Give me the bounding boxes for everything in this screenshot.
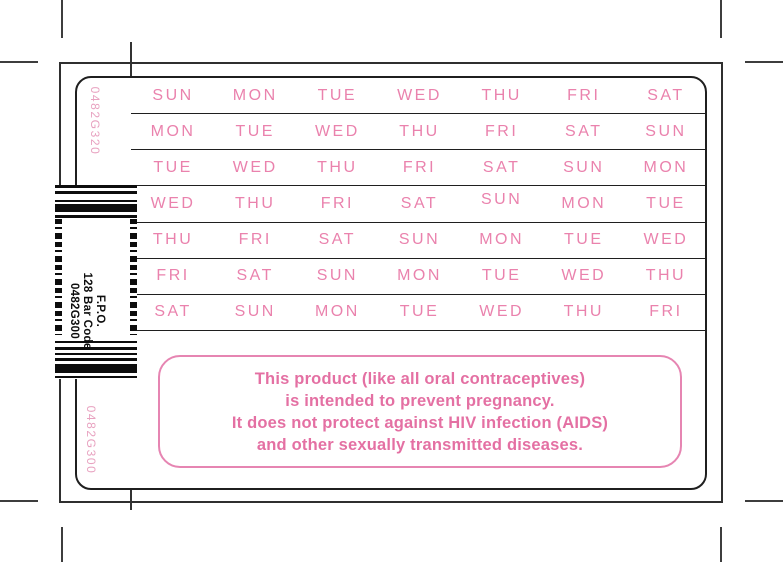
day-cell: THU	[563, 303, 604, 321]
day-cell: TUE	[317, 86, 358, 104]
day-cell: WED	[314, 122, 360, 140]
day-cell: WED	[232, 158, 278, 176]
day-cell: WED	[150, 194, 196, 212]
day-cell: WED	[561, 267, 607, 285]
day-grid-row: SUN MON TUE WED THU FRI SAT	[131, 78, 706, 115]
plate-code-top: 0482G320	[88, 86, 102, 156]
barcode-bottom-bars	[55, 335, 137, 379]
day-grid-row: TUE WED THU FRI SAT SUN MON	[131, 150, 706, 187]
day-grid: SUN MON TUE WED THU FRI SAT MON TUE WED THU FRI SAT S…	[131, 78, 706, 331]
barcode-text-window: F.P.O. 128 Bar Code 0482G300	[55, 219, 137, 350]
day-cell: SUN	[398, 231, 441, 249]
day-cell: TUE	[235, 122, 275, 140]
day-cell: TUE	[153, 158, 193, 176]
day-cell: MON	[150, 122, 196, 140]
warning-line: This product (like all oral contraceptiv…	[254, 370, 586, 388]
day-cell: MON	[643, 158, 689, 176]
day-cell: TUE	[481, 267, 522, 285]
day-cell: FRI	[156, 267, 190, 285]
day-cell: THU	[235, 194, 276, 212]
warning-box: This product (like all oral contraceptiv…	[158, 355, 682, 468]
day-cell: FRI	[567, 86, 601, 104]
day-cell: MON	[561, 194, 607, 212]
day-cell: TUE	[399, 303, 440, 321]
barcode-stub-bars-right	[130, 219, 137, 335]
crop-mark-bottom-right-horizontal	[745, 500, 783, 502]
day-cell: THU	[645, 267, 687, 285]
crop-mark-top-left-horizontal	[0, 61, 38, 63]
day-cell: SAT	[154, 303, 192, 321]
crop-mark-top-left-vertical	[61, 0, 63, 38]
day-cell: MON	[314, 303, 360, 321]
barcode-top-bars	[55, 185, 137, 219]
day-cell: SUN	[234, 303, 276, 321]
crop-mark-top-right-vertical	[720, 0, 722, 38]
day-cell: THU	[399, 122, 440, 140]
day-cell: SUN	[316, 267, 358, 285]
barcode-fpo: F.P.O. 128 Bar Code 0482G300	[55, 185, 137, 379]
warning-line: and other sexually transmitted diseases.	[256, 436, 584, 454]
day-cell: TUE	[646, 194, 686, 212]
crop-mark-top-right-horizontal	[745, 61, 783, 63]
day-cell: SAT	[400, 194, 439, 212]
day-cell: SUN	[563, 158, 605, 176]
warning-line: It does not protect against HIV infectio…	[231, 414, 609, 432]
label-outline	[75, 76, 707, 490]
warning-line: is intended to prevent pregnancy.	[285, 392, 555, 410]
day-cell: FRI	[320, 194, 354, 212]
day-cell: FRI	[402, 158, 437, 176]
crop-mark-bottom-left-horizontal	[0, 500, 38, 502]
crop-mark-bottom-right-vertical	[720, 527, 722, 562]
day-cell: SAT	[318, 231, 357, 249]
day-grid-row: THU FRI SAT SUN MON TUE WED	[131, 223, 706, 259]
day-cell: MON	[232, 86, 278, 104]
day-cell: FRI	[238, 231, 272, 249]
plate-code-bottom: 0482G300	[84, 405, 98, 475]
day-cell: FRI	[484, 122, 519, 140]
day-cell: SUN	[152, 86, 194, 104]
day-cell: THU	[152, 231, 194, 249]
day-cell: THU	[481, 86, 522, 104]
crop-mark-bottom-left-vertical	[61, 527, 63, 562]
day-cell: SAT	[647, 86, 685, 104]
day-cell: WED	[643, 231, 689, 249]
day-cell: SAT	[565, 122, 603, 140]
day-cell: MON	[479, 231, 525, 249]
day-cell: SUN	[480, 190, 523, 208]
day-cell: SAT	[236, 267, 274, 285]
day-cell: WED	[397, 86, 442, 104]
day-cell: FRI	[649, 303, 683, 321]
day-cell: WED	[479, 303, 525, 321]
day-cell: SUN	[645, 122, 687, 140]
day-grid-row: SAT SUN MON TUE WED THU FRI	[131, 295, 706, 331]
day-cell: MON	[397, 267, 442, 285]
barcode-stub-bars-left	[55, 219, 62, 335]
day-cell: THU	[317, 158, 358, 176]
day-grid-row: MON TUE WED THU FRI SAT SUN	[131, 114, 706, 151]
day-cell: TUE	[564, 231, 604, 249]
day-cell: SAT	[482, 158, 521, 176]
day-grid-row: FRI SAT SUN MON TUE WED THU	[131, 259, 706, 295]
day-grid-row: WED THU FRI SAT SUN MON TUE	[131, 186, 706, 223]
